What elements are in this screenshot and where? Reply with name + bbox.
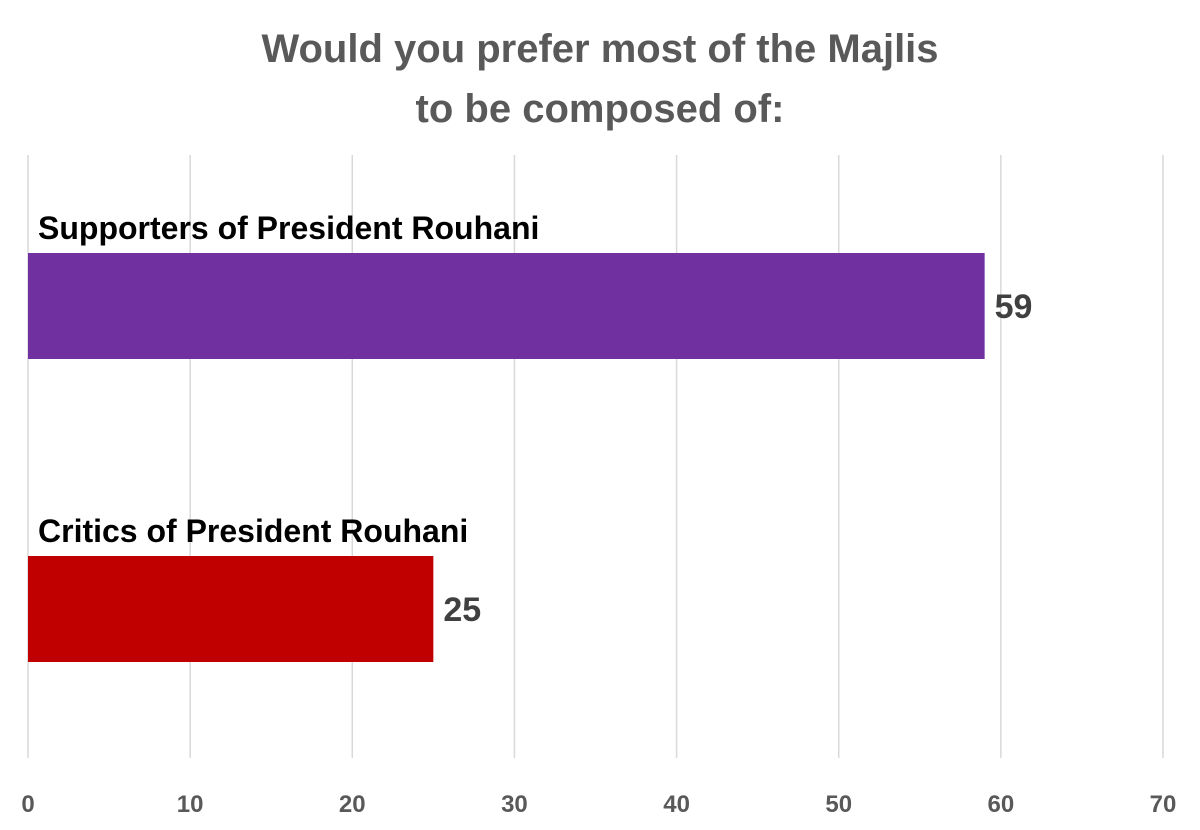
x-tick-label: 50	[825, 791, 852, 818]
category-label: Critics of President Rouhani	[38, 513, 468, 549]
bar	[28, 253, 985, 359]
data-label: 25	[443, 591, 481, 629]
bar	[28, 556, 434, 662]
x-tick-label: 40	[663, 791, 690, 818]
chart-title-line-1: Would you prefer most of the Majlis	[261, 27, 938, 71]
x-tick-label: 60	[988, 791, 1015, 818]
bars: Supporters of President Rouhani 59 Critics…	[28, 210, 1032, 662]
x-tick-label: 20	[339, 791, 366, 818]
x-tick-label: 0	[21, 791, 34, 818]
x-tick-label: 70	[1150, 791, 1177, 818]
chart-title: Would you prefer most of the Majlis to b…	[261, 27, 938, 131]
category-label: Supporters of President Rouhani	[38, 210, 539, 246]
x-axis-ticks: 0 10 20 30 40 50 60 70	[21, 791, 1176, 818]
chart-title-line-2: to be composed of:	[416, 87, 785, 131]
x-tick-label: 30	[501, 791, 528, 818]
x-tick-label: 10	[177, 791, 204, 818]
data-label: 59	[995, 288, 1033, 326]
